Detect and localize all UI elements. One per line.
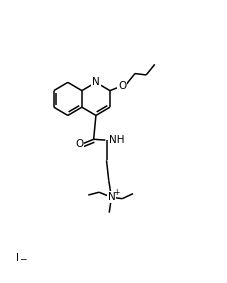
Text: −: − [19,254,26,263]
Text: I: I [16,253,19,263]
Text: NH: NH [108,135,124,145]
Text: N: N [92,77,99,87]
Text: O: O [75,139,83,149]
Text: O: O [118,81,126,91]
Text: +: + [113,188,119,197]
Text: N: N [107,192,115,202]
